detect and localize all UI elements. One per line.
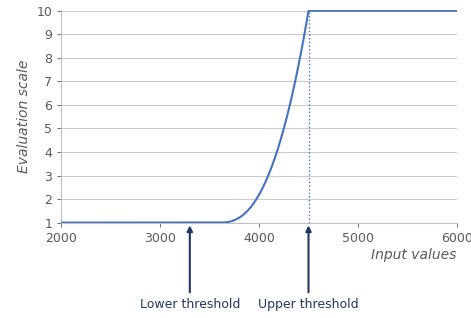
Text: Lower threshold: Lower threshold: [139, 228, 240, 311]
Text: Upper threshold: Upper threshold: [258, 228, 359, 311]
Text: Input values: Input values: [372, 248, 457, 262]
Y-axis label: Evaluation scale: Evaluation scale: [17, 59, 31, 173]
